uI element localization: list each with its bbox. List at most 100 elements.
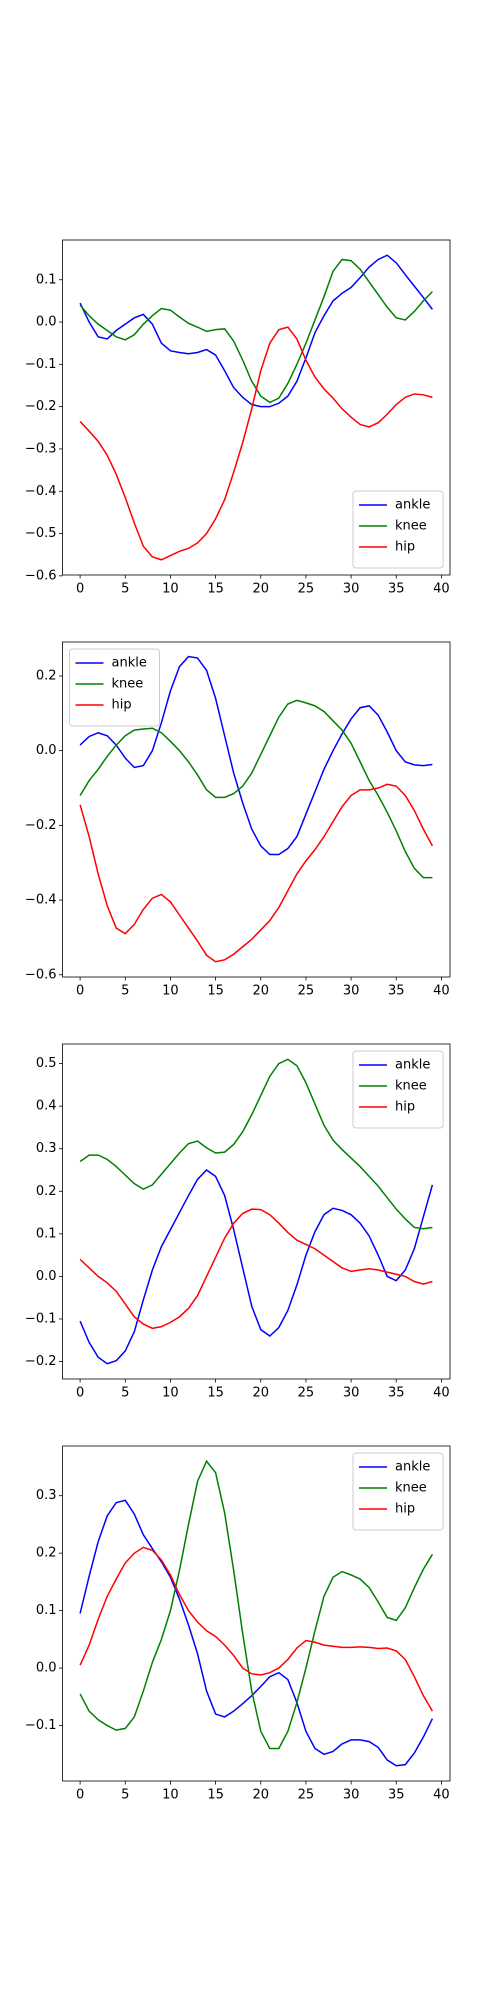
x-tick-label: 25 — [298, 1788, 315, 1803]
y-tick-label: 0.2 — [36, 1184, 57, 1199]
legend-label: ankle — [395, 1058, 430, 1073]
x-tick-label: 20 — [252, 1788, 269, 1803]
y-tick-label: −0.3 — [25, 441, 57, 456]
y-tick-label: −0.4 — [25, 484, 57, 499]
legend: ankle knee hip — [69, 648, 160, 727]
y-tick-label: 0.1 — [36, 1226, 57, 1241]
x-tick-label: 30 — [343, 582, 360, 597]
x-tick-label: 15 — [207, 582, 224, 597]
legend-label: hip — [395, 1502, 415, 1517]
y-tick-label: 0.0 — [36, 1269, 57, 1284]
axes-frame — [62, 641, 451, 978]
series-line — [79, 326, 433, 561]
series-line — [79, 258, 433, 404]
x-tick-label: 35 — [388, 582, 405, 597]
x-tick-label: 0 — [76, 1788, 84, 1803]
x-tick-label: 0 — [76, 984, 84, 999]
series-line — [79, 699, 433, 879]
legend-label: knee — [395, 1481, 427, 1496]
legend-label: hip — [112, 698, 132, 713]
y-tick-label: 0.2 — [36, 668, 57, 683]
y-tick-label: −0.4 — [25, 893, 57, 908]
x-tick-label: 40 — [433, 984, 450, 999]
y-tick-label: −0.6 — [25, 967, 57, 982]
y-tick-label: 0.0 — [36, 743, 57, 758]
y-tick-label: 0.4 — [36, 1099, 57, 1114]
legend-label: ankle — [112, 656, 147, 671]
x-tick-label: 40 — [433, 1386, 450, 1401]
x-tick-label: 0 — [76, 1386, 84, 1401]
legend-label: knee — [112, 677, 144, 692]
series-line — [79, 1208, 433, 1330]
x-tick-label: 20 — [252, 984, 269, 999]
series-line — [79, 1546, 434, 1712]
x-tick-label: 10 — [162, 984, 179, 999]
x-tick-label: 5 — [121, 1386, 129, 1401]
legend-box — [352, 1050, 444, 1129]
legend-label: ankle — [395, 1460, 430, 1475]
y-tick-label: 0.0 — [36, 315, 57, 330]
y-tick-label: −0.1 — [25, 1311, 57, 1326]
legend: ankle knee hip — [352, 1452, 444, 1531]
x-tick-label: 10 — [162, 1788, 179, 1803]
x-tick-label: 40 — [433, 1788, 450, 1803]
axes: 0 5 10 15 20 25 30 35 40 0.2 0.0 −0.2 −0.4 −0.6 ankle k… — [25, 641, 451, 999]
y-tick-label: −0.2 — [25, 399, 57, 414]
y-tick-label: 0.1 — [36, 272, 57, 287]
y-tick-label: 0.3 — [36, 1141, 57, 1156]
y-tick-label: 0.0 — [36, 1661, 57, 1676]
x-tick-label: 10 — [162, 1386, 179, 1401]
y-tick-label: 0.5 — [36, 1056, 57, 1071]
legend-label: hip — [395, 540, 415, 555]
axes: 0 5 10 15 20 25 30 35 40 −0.1 0.0 0.1 0.2 0.3 ankle kne… — [25, 1445, 451, 1803]
legend-label: ankle — [395, 498, 430, 513]
x-tick-label: 0 — [76, 582, 84, 597]
series-line — [79, 254, 433, 408]
axes-frame — [62, 1043, 451, 1380]
legend: ankle knee hip — [352, 490, 444, 569]
y-tick-label: −0.5 — [25, 526, 57, 541]
x-tick-label: 35 — [388, 1788, 405, 1803]
x-tick-label: 20 — [252, 1386, 269, 1401]
x-tick-label: 5 — [121, 582, 129, 597]
legend-label: hip — [395, 1100, 415, 1115]
axes-frame — [62, 239, 451, 576]
x-tick-label: 35 — [388, 984, 405, 999]
y-tick-label: −0.1 — [25, 357, 57, 372]
legend-label: knee — [395, 1079, 427, 1094]
y-tick-label: 0.3 — [36, 1488, 57, 1503]
series-line — [79, 1499, 434, 1767]
series-line — [79, 1058, 433, 1230]
legend-box — [69, 648, 160, 727]
series-line — [79, 655, 433, 856]
y-tick-label: −0.6 — [25, 568, 57, 583]
x-tick-label: 40 — [433, 582, 450, 597]
legend-label: knee — [395, 519, 427, 534]
y-tick-label: 0.2 — [36, 1546, 57, 1561]
x-tick-label: 25 — [298, 1386, 315, 1401]
series-line — [79, 1169, 434, 1365]
x-tick-label: 15 — [207, 1788, 224, 1803]
x-tick-label: 30 — [343, 984, 360, 999]
axes: 0 5 10 15 20 25 30 35 40 −0.2 −0.1 0.0 0.1 0.2 0.3 0.4 0… — [25, 1043, 451, 1401]
x-tick-label: 10 — [162, 582, 179, 597]
y-tick-label: −0.2 — [25, 1354, 57, 1369]
axes-frame — [62, 1445, 451, 1782]
axes: 0 5 10 15 20 25 30 35 40 0.1 0.0 −0.1 −0.2 −0.3 −0.4 −0… — [25, 239, 451, 597]
x-tick-label: 5 — [121, 1788, 129, 1803]
y-tick-label: −0.1 — [25, 1718, 57, 1733]
x-tick-label: 20 — [252, 582, 269, 597]
x-tick-label: 25 — [298, 984, 315, 999]
series-line — [79, 783, 434, 963]
x-tick-label: 35 — [388, 1386, 405, 1401]
x-tick-label: 30 — [343, 1386, 360, 1401]
x-tick-label: 30 — [343, 1788, 360, 1803]
y-tick-label: 0.1 — [36, 1603, 57, 1618]
legend-box — [352, 1452, 444, 1531]
legend: ankle knee hip — [352, 1050, 444, 1129]
x-tick-label: 5 — [121, 984, 129, 999]
x-tick-label: 15 — [207, 1386, 224, 1401]
legend-box — [352, 490, 444, 569]
series-line — [79, 1459, 434, 1750]
